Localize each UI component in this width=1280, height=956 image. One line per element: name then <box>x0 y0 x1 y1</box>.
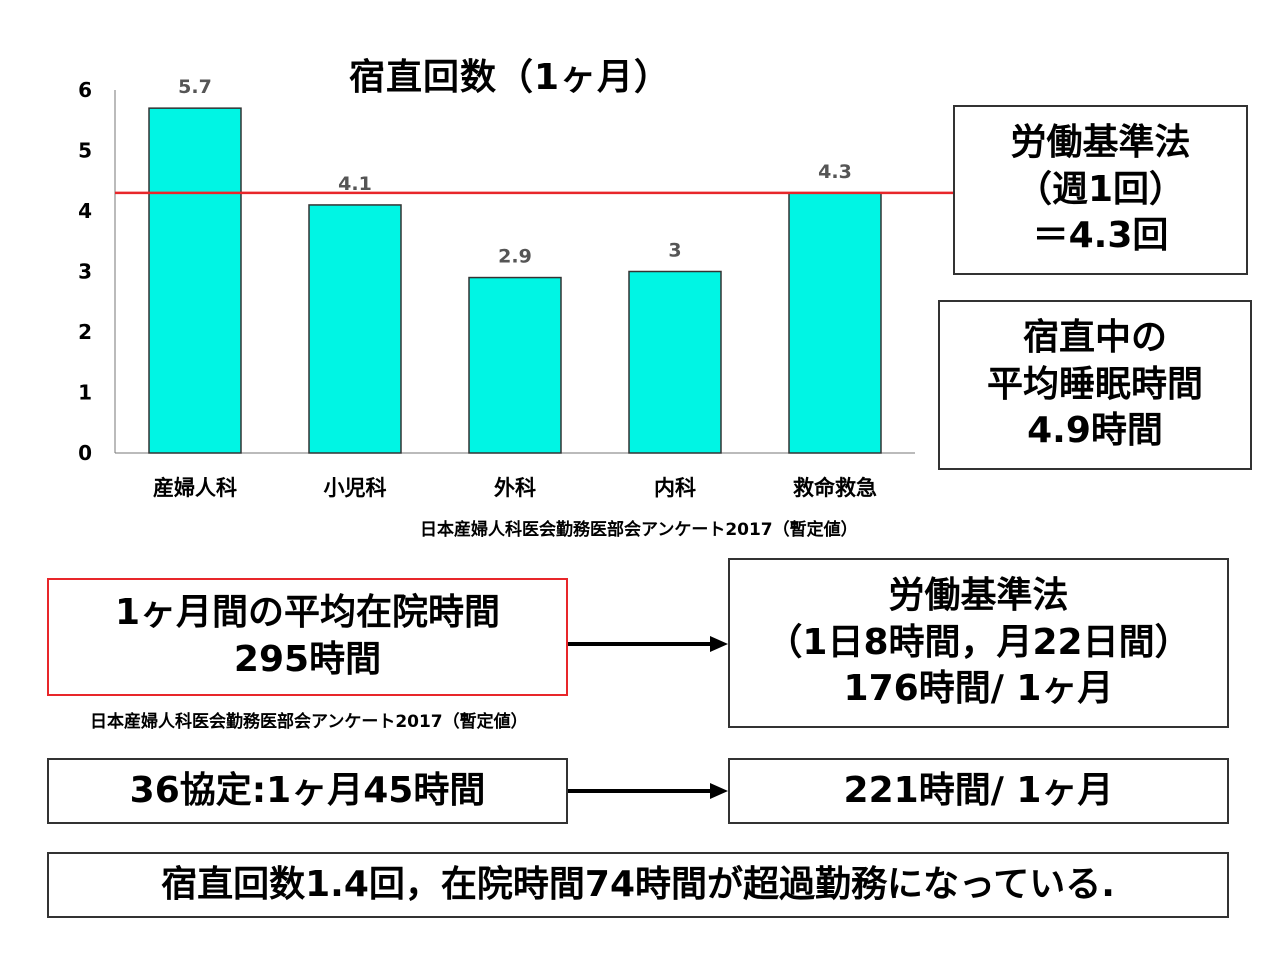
avg-hospital-time-box: 1ヶ月間の平均在院時間 295時間 <box>47 578 568 696</box>
category-label: 産婦人科 <box>153 476 237 500</box>
y-tick-label: 5 <box>78 139 92 163</box>
sleep-time-box: 宿直中の 平均睡眠時間 4.9時間 <box>938 300 1252 470</box>
category-label: 小児科 <box>324 476 387 500</box>
bar-value-label: 3 <box>668 240 681 262</box>
total-221-text: 221時間/ 1ヶ月 <box>843 769 1114 811</box>
y-tick-label: 6 <box>78 78 92 102</box>
labor-law-monthly-line1: 労働基準法 <box>888 574 1069 616</box>
category-label: 救命救急 <box>793 476 877 500</box>
labor-law-weekly-line2: （週1回） <box>1015 168 1186 210</box>
y-tick-label: 4 <box>78 199 92 223</box>
total-221-box: 221時間/ 1ヶ月 <box>728 758 1229 824</box>
bar-value-label: 4.3 <box>818 161 852 183</box>
avg-source: 日本産婦人科医会勤務医部会アンケート2017（暫定値） <box>90 712 528 732</box>
labor-law-monthly-box: 労働基準法 （1日8時間，月22日間） 176時間/ 1ヶ月 <box>728 558 1229 728</box>
bar-value-label: 5.7 <box>178 76 212 98</box>
conclusion-box: 宿直回数1.4回，在院時間74時間が超過勤務になっている. <box>47 852 1229 918</box>
agreement-36-box: 36協定:1ヶ月45時間 <box>47 758 568 824</box>
bar-4 <box>788 192 882 454</box>
category-label: 内科 <box>654 476 696 500</box>
sleep-line1: 宿直中の <box>1022 316 1167 358</box>
chart-title: 宿直回数（1ヶ月） <box>348 57 672 98</box>
avg-hospital-line1: 1ヶ月間の平均在院時間 <box>114 592 501 634</box>
conclusion-text: 宿直回数1.4回，在院時間74時間が超過勤務になっている. <box>161 863 1115 905</box>
bar-3 <box>628 270 722 454</box>
arrow-right-icon <box>568 636 728 652</box>
y-tick-label: 0 <box>78 441 92 465</box>
y-tick-label: 2 <box>78 320 92 344</box>
chart-source: 日本産婦人科医会勤務医部会アンケート2017（暫定値） <box>420 520 858 540</box>
bar-value-label: 2.9 <box>498 246 532 268</box>
y-tick-label: 3 <box>78 260 92 284</box>
avg-hospital-line2: 295時間 <box>233 639 382 680</box>
bar-value-label: 4.1 <box>338 173 372 195</box>
labor-law-weekly-line1: 労働基準法 <box>1010 121 1191 163</box>
labor-law-weekly-box: 労働基準法 （週1回） ＝4.3回 <box>953 105 1248 275</box>
labor-law-weekly-line3: ＝4.3回 <box>1032 215 1169 257</box>
bar-chart: 0 1 2 3 4 5 6 5.7 産婦人科 4.1 小児科 2.9 外科 3 内科 4.3 救命救急 <box>78 76 953 500</box>
bar-2 <box>468 276 562 454</box>
y-tick-label: 1 <box>78 381 92 405</box>
labor-law-monthly-line3: 176時間/ 1ヶ月 <box>843 668 1114 710</box>
bar-1 <box>308 204 402 454</box>
sleep-line2: 平均睡眠時間 <box>986 363 1203 405</box>
arrow-right-icon <box>568 783 728 799</box>
bar-0 <box>148 107 242 454</box>
labor-law-monthly-line2: （1日8時間，月22日間） <box>766 621 1191 663</box>
agreement-36-text: 36協定:1ヶ月45時間 <box>129 769 486 811</box>
sleep-line3: 4.9時間 <box>1027 410 1163 452</box>
category-label: 外科 <box>494 476 536 500</box>
